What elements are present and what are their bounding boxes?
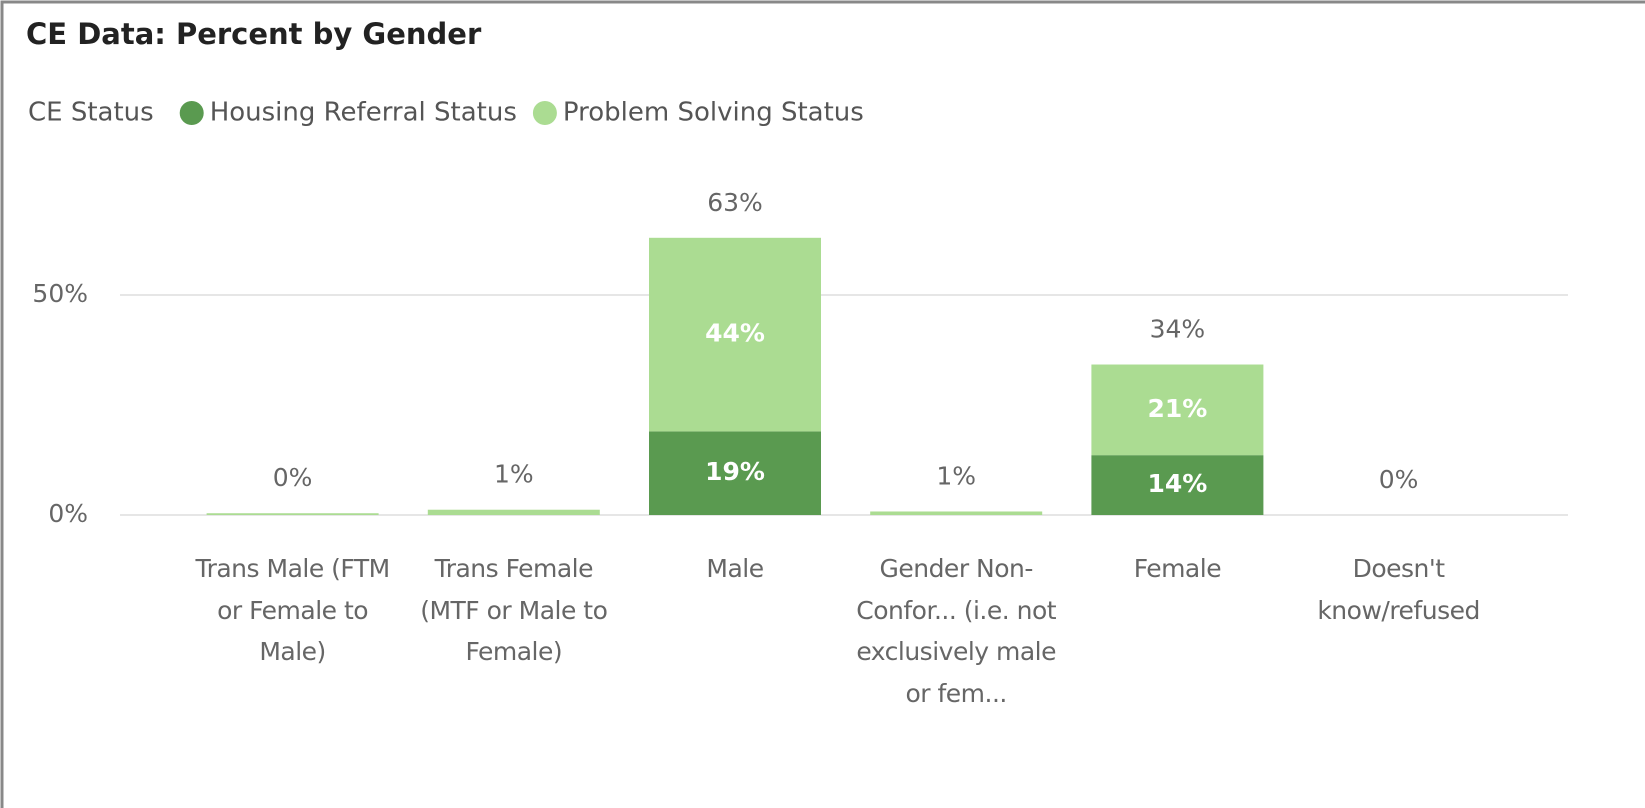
- legend-label: Housing Referral Status: [210, 98, 517, 128]
- total-label: 34%: [1150, 315, 1206, 344]
- total-label: 1%: [494, 460, 534, 489]
- bar-segment: [870, 511, 1043, 515]
- segment-label: 19%: [705, 457, 765, 486]
- segment-label: 21%: [1147, 394, 1207, 423]
- legend-marker: [179, 101, 204, 125]
- bar-segment: [206, 513, 379, 515]
- x-tick-label: Trans Female (MTF or Male to Female): [420, 554, 608, 666]
- bar-segment: [649, 237, 821, 432]
- bar-segment: [427, 509, 600, 515]
- y-tick-label: 0%: [48, 499, 88, 528]
- x-tick-label: Doesn't know/refused: [1317, 554, 1480, 625]
- x-tick-label: Trans Male (FTM or Female to Male): [195, 554, 390, 666]
- bar-segment: [1091, 455, 1264, 515]
- x-tick-label: Female: [1133, 554, 1222, 583]
- chart-title: CE Data: Percent by Gender: [26, 17, 482, 51]
- bar-segment: [1091, 364, 1264, 456]
- legend-title: CE Status: [28, 98, 154, 128]
- segment-label: 14%: [1147, 469, 1207, 498]
- total-label: 0%: [1379, 465, 1419, 494]
- total-label: 1%: [936, 461, 976, 490]
- total-label: 63%: [707, 188, 763, 217]
- total-label: 0%: [273, 463, 313, 492]
- bar-segment: [649, 431, 821, 515]
- x-tick-label: Male: [706, 554, 764, 583]
- x-tick-label: Gender Non-Confor... (i.e. not exclusive…: [856, 554, 1057, 708]
- legend-marker: [532, 101, 557, 125]
- legend-label: Problem Solving Status: [563, 98, 864, 128]
- y-tick-label: 50%: [32, 279, 88, 308]
- segment-label: 44%: [705, 319, 765, 348]
